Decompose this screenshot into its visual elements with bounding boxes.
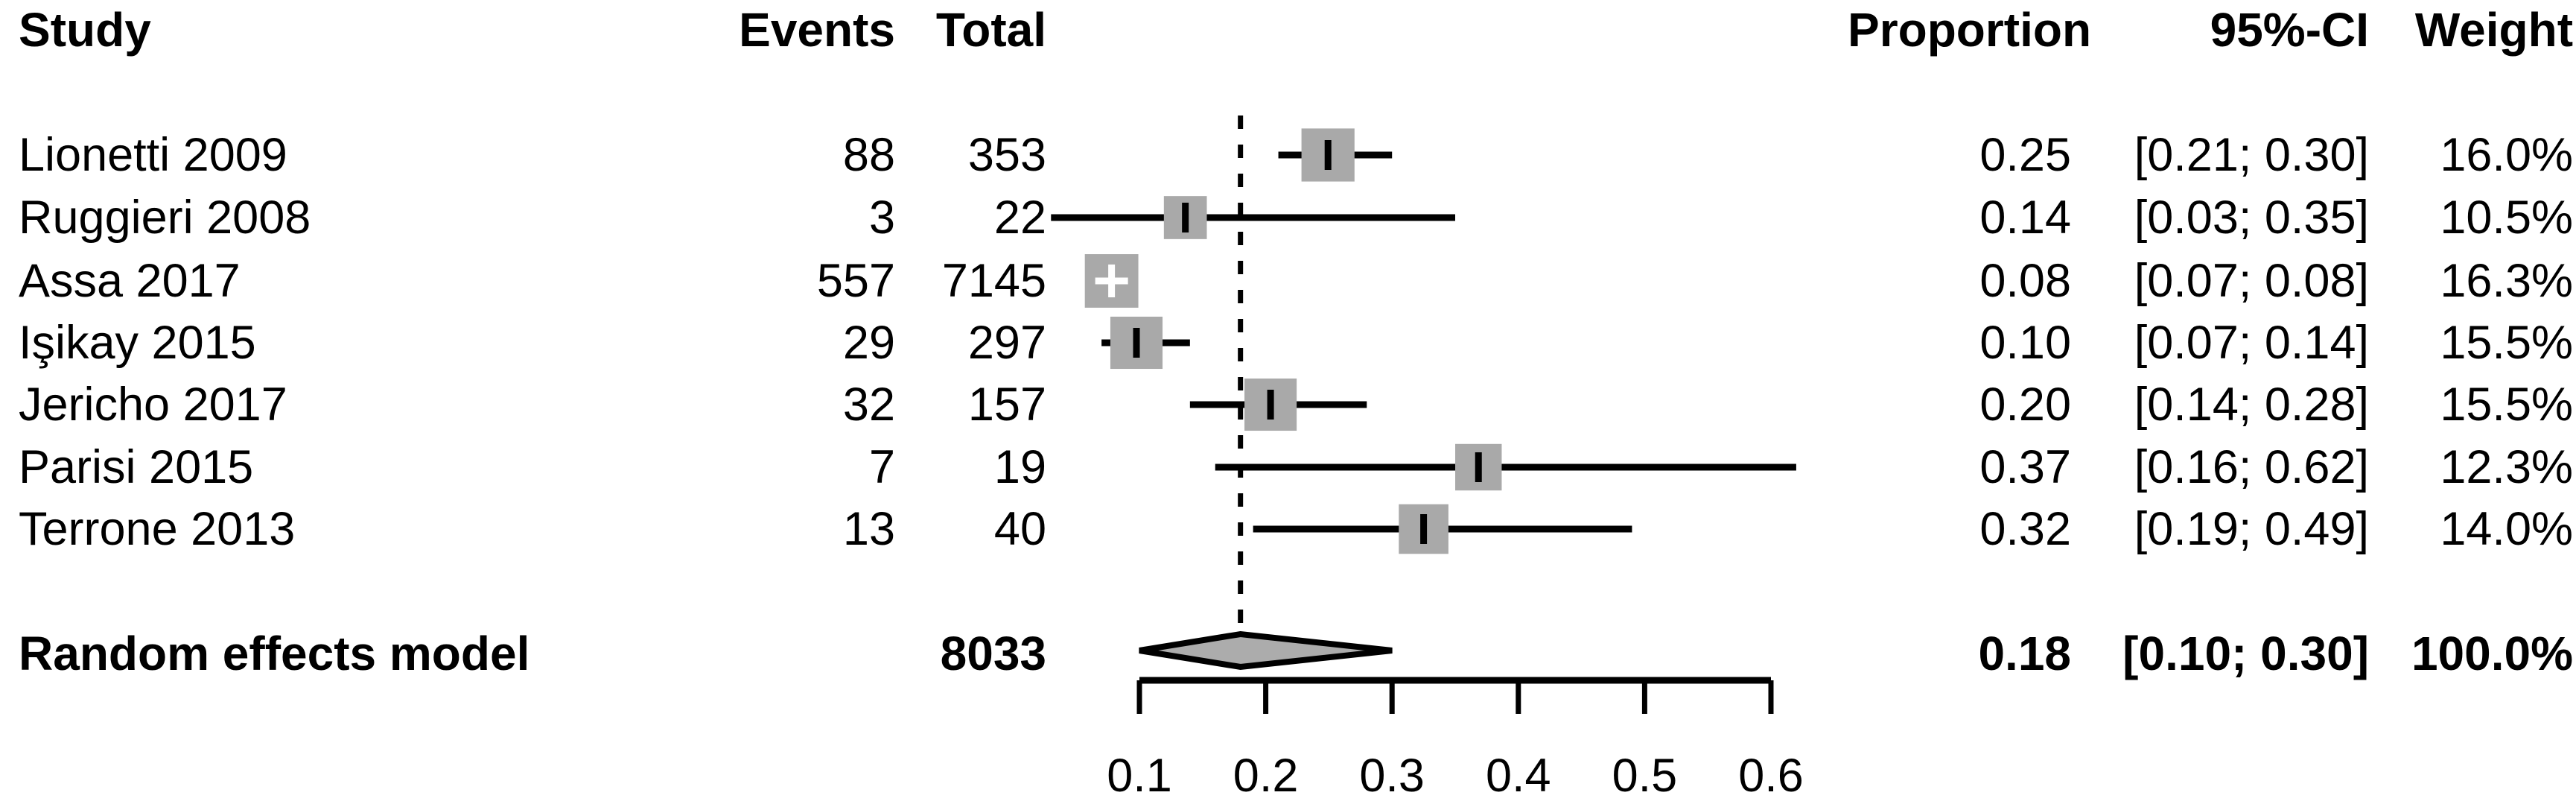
weight-value: 12.3% [2440, 441, 2573, 493]
events-value: 557 [816, 255, 895, 307]
total-value: 19 [993, 441, 1046, 493]
study-name: Assa 2017 [19, 255, 241, 307]
events-value: 29 [842, 317, 895, 369]
column-header-row: Study Events Total Proportion 95%-CI Wei… [0, 0, 2576, 60]
total-value: 22 [993, 192, 1046, 244]
x-axis-tick-label: 0.3 [1359, 750, 1425, 802]
header-total: Total [935, 3, 1046, 57]
x-axis-tick-label: 0.5 [1612, 750, 1678, 802]
study-row: Işikay 2015 29 297 0.10 [0.07; 0.14] 15.… [0, 313, 2576, 373]
study-row: Terrone 2013 13 40 0.32 [0.19; 0.49] 14.… [0, 499, 2576, 559]
header-ci: 95%-CI [2210, 3, 2369, 57]
study-row: Jericho 2017 32 157 0.20 [0.14; 0.28] 15… [0, 375, 2576, 434]
weight-value: 14.0% [2440, 503, 2573, 555]
header-weight: Weight [2414, 3, 2573, 57]
proportion-value: 0.10 [1979, 317, 2071, 369]
summary-label: Random effects model [19, 627, 530, 680]
header-events: Events [739, 3, 895, 57]
x-axis-tick-label: 0.4 [1486, 750, 1551, 802]
ci-value: [0.07; 0.14] [2134, 317, 2369, 369]
events-value: 13 [842, 503, 895, 555]
study-row: Parisi 2015 7 19 0.37 [0.16; 0.62] 12.3% [0, 437, 2576, 497]
proportion-value: 0.25 [1979, 129, 2071, 181]
weight-value: 16.3% [2440, 255, 2573, 307]
header-proportion: Proportion [1848, 3, 2092, 57]
study-name: Lionetti 2009 [19, 129, 287, 181]
summary-total: 8033 [940, 627, 1046, 680]
weight-value: 16.0% [2440, 129, 2573, 181]
proportion-value: 0.14 [1979, 192, 2071, 244]
study-name: Parisi 2015 [19, 441, 254, 493]
events-value: 32 [842, 379, 895, 431]
study-name: Işikay 2015 [19, 317, 256, 369]
events-value: 88 [842, 129, 895, 181]
study-name: Jericho 2017 [19, 379, 287, 431]
study-name: Ruggieri 2008 [19, 192, 311, 244]
summary-weight: 100.0% [2411, 627, 2573, 680]
study-row: Ruggieri 2008 3 22 0.14 [0.03; 0.35] 10.… [0, 188, 2576, 247]
ci-value: [0.03; 0.35] [2134, 192, 2369, 244]
events-value: 3 [868, 192, 895, 244]
x-axis-tick-label: 0.2 [1233, 750, 1299, 802]
weight-value: 15.5% [2440, 317, 2573, 369]
proportion-value: 0.20 [1979, 379, 2071, 431]
summary-row: Random effects model 8033 0.18 [0.10; 0.… [0, 624, 2576, 683]
header-study: Study [19, 3, 151, 57]
ci-value: [0.21; 0.30] [2134, 129, 2369, 181]
ci-value: [0.14; 0.28] [2134, 379, 2369, 431]
summary-proportion: 0.18 [1978, 627, 2071, 680]
x-axis-tick-label: 0.1 [1107, 750, 1172, 802]
ci-value: [0.19; 0.49] [2134, 503, 2369, 555]
proportion-value: 0.32 [1979, 503, 2071, 555]
weight-value: 10.5% [2440, 192, 2573, 244]
total-value: 40 [993, 503, 1046, 555]
total-value: 297 [967, 317, 1046, 369]
study-row: Lionetti 2009 88 353 0.25 [0.21; 0.30] 1… [0, 125, 2576, 185]
study-row: Assa 2017 557 7145 0.08 [0.07; 0.08] 16.… [0, 251, 2576, 311]
ci-value: [0.16; 0.62] [2134, 441, 2369, 493]
total-value: 7145 [941, 255, 1046, 307]
proportion-value: 0.08 [1979, 255, 2071, 307]
total-value: 353 [967, 129, 1046, 181]
summary-ci: [0.10; 0.30] [2122, 627, 2369, 680]
x-axis-tick-label: 0.6 [1738, 750, 1804, 802]
ci-value: [0.07; 0.08] [2134, 255, 2369, 307]
proportion-value: 0.37 [1979, 441, 2071, 493]
study-name: Terrone 2013 [19, 503, 296, 555]
total-value: 157 [967, 379, 1046, 431]
events-value: 7 [868, 441, 895, 493]
weight-value: 15.5% [2440, 379, 2573, 431]
